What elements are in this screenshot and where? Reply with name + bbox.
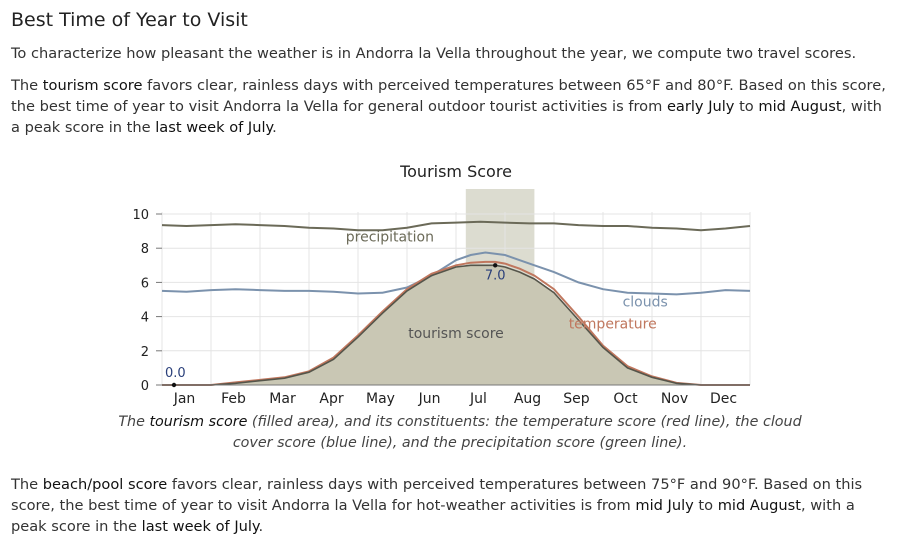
max-value-label: 7.0 [485,268,506,283]
beach-paragraph: The beach/pool score favors clear, rainl… [11,474,891,537]
y-tick-label: 2 [141,345,149,360]
text-part: to [693,497,718,514]
text-part: (filled area), and its constituents: the… [232,414,802,451]
tourism-end: mid August [758,98,842,115]
tourism-score-area [162,265,750,385]
temperature-line [162,260,750,386]
x-tick-label: Jun [418,391,441,407]
tourism-score-label: tourism score [408,326,504,342]
precipitation-label: precipitation [346,229,434,245]
x-tick-label: Sep [563,391,590,407]
beach-peak: last week of July [141,518,259,535]
beach-start: mid July [635,497,694,514]
chart-title: Tourism Score [399,162,512,181]
x-tick-label: Jul [469,391,487,407]
x-tick-label: Mar [269,391,296,407]
text-part: . [258,518,264,535]
tourism-paragraph: The tourism score favors clear, rainless… [11,75,891,138]
x-tick-label: Jan [173,391,196,407]
axes: 0 2 4 6 8 10 Jan Feb Mar Apr May Jun Jul Aug Sep Oct Nov… [132,208,750,407]
caption-term: tourism score [149,414,248,430]
beach-score-term: beach/pool score [42,476,168,493]
intro-paragraph: To characterize how pleasant the weather… [11,45,857,62]
max-marker [493,263,498,268]
precipitation-line [161,220,751,232]
x-tick-label: Oct [613,391,638,407]
clouds-label: clouds [623,294,668,310]
y-tick-label: 8 [141,242,149,257]
tourism-score-term: tourism score [42,77,143,94]
tourism-score-outline [162,264,750,386]
x-tick-label: Apr [319,391,343,407]
text-part: , with a peak score in the [11,497,855,535]
tourism-peak: last week of July [155,119,273,136]
text-part: . [272,119,277,136]
text-part: , with a peak score in the [11,98,882,136]
min-value-label: 0.0 [165,366,186,381]
temperature-label: temperature [569,317,657,333]
section-heading: Best Time of Year to Visit [11,9,248,31]
y-tick-label: 0 [141,379,149,394]
x-tick-label: Feb [221,391,246,407]
tourism-score-chart: Tourism Score 0 2 4 6 8 10 Jan Feb Mar Apr May Jun J… [132,162,751,407]
x-tick-label: Nov [661,391,688,407]
tourism-start: early July [666,98,735,115]
x-tick-label: May [366,391,395,407]
beach-end: mid August [717,497,801,514]
chart-caption: The tourism score (filled area), and its… [100,412,820,454]
y-tick-label: 6 [141,276,149,291]
y-tick-label: 10 [132,208,149,223]
text-part: The [11,476,43,493]
text-part: favors clear, rainless days with perceiv… [11,77,886,115]
min-marker [171,382,177,388]
x-tick-label: Aug [514,391,541,407]
text-part: to [734,98,759,115]
x-tick-label: Dec [710,391,737,407]
text-part: favors clear, rainless days with perceiv… [11,476,863,514]
text-part: The [118,414,150,430]
text-part: The [11,77,43,94]
clouds-line [161,251,751,296]
y-tick-label: 4 [141,311,149,326]
